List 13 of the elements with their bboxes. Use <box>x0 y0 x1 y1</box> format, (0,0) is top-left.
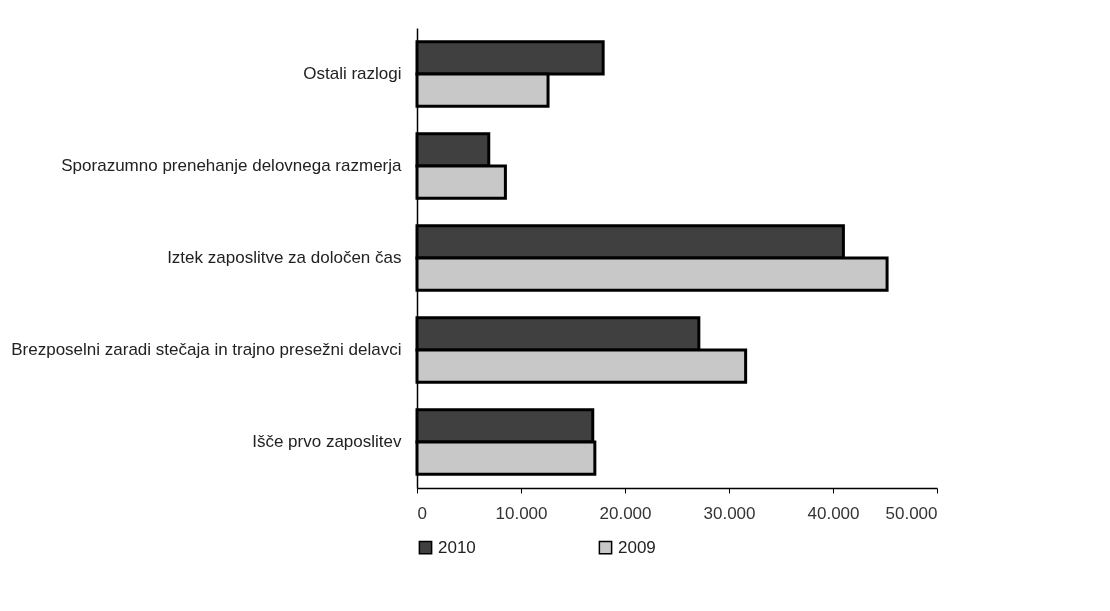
x-tick-label: 50.000 <box>885 503 938 523</box>
x-tick-label: 10.000 <box>495 503 548 523</box>
y-tick-label: Sporazumno prenehanje delovnega razmerja <box>61 156 403 175</box>
y-tick-label: Išče prvo zaposlitev <box>252 432 402 451</box>
y-tick-label: Ostali razlogi <box>303 64 402 83</box>
legend-label: 2010 <box>438 537 476 557</box>
x-tick-label: 0 <box>417 503 427 523</box>
x-tick-label: 40.000 <box>807 503 860 523</box>
legend-label: 2009 <box>618 537 656 557</box>
y-tick-label: Brezposelni zaradi stečaja in trajno presežni delavci <box>11 340 402 359</box>
y-tick-label: Iztek zaposlitve za določen čas <box>167 248 402 267</box>
x-tick-label: 20.000 <box>599 503 652 523</box>
x-tick-label: 30.000 <box>703 503 756 523</box>
